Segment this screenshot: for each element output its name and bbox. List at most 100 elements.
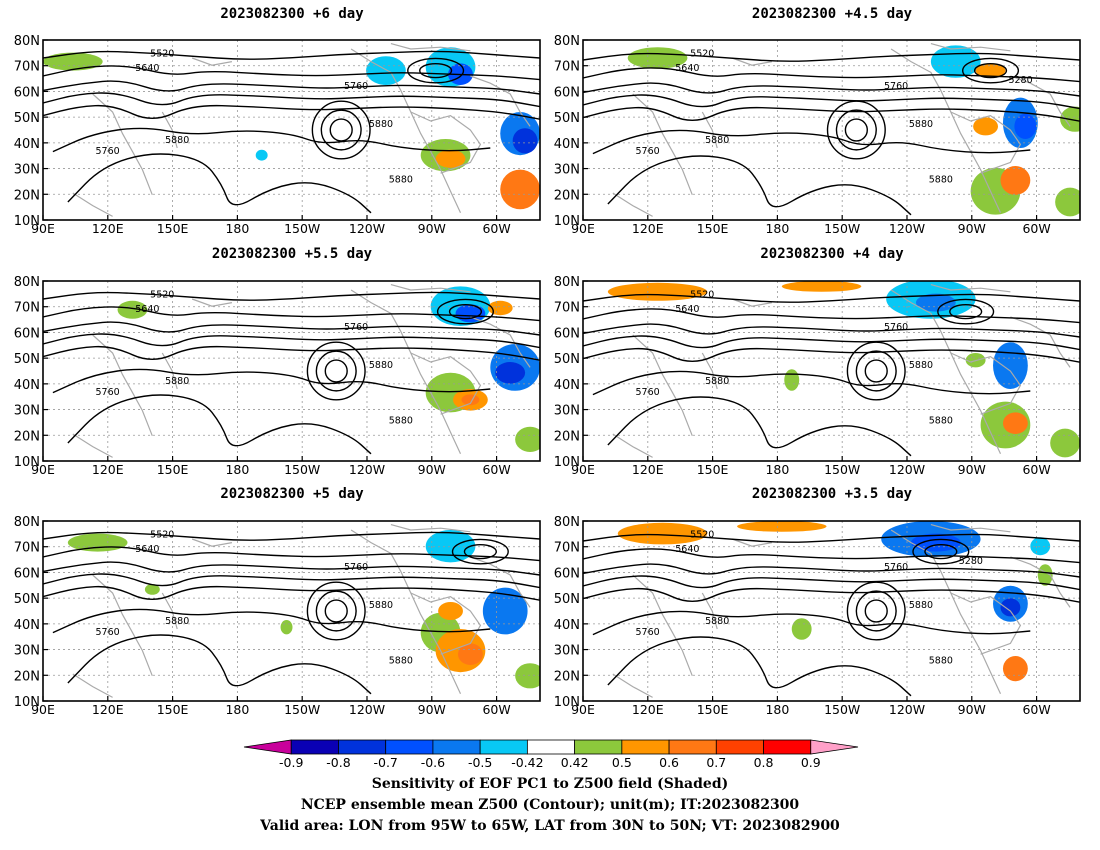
coastline [1010, 556, 1071, 608]
sensitivity-shading [515, 426, 540, 452]
colorbar-tick-label: -0.9 [279, 755, 303, 770]
height-contour [583, 533, 1080, 543]
lon-label: 90E [571, 462, 595, 477]
lat-label: 30N [14, 163, 40, 178]
height-contour [607, 636, 912, 697]
closed-contour [937, 298, 995, 325]
contour-label: 5760 [344, 562, 368, 573]
sensitivity-shading [915, 293, 956, 312]
coastline [350, 48, 462, 214]
lat-label: 10N [14, 455, 40, 470]
contour-label: 5760 [884, 562, 908, 573]
sensitivity-shading [1000, 598, 1021, 617]
sensitivity-shading [67, 533, 128, 552]
lat-label: 80N [554, 515, 580, 530]
lon-label: 120E [632, 221, 664, 236]
colorbar-tick-label: -0.8 [326, 755, 350, 770]
closed-low-contour [826, 100, 886, 160]
colorbar-tick-label: 0.7 [706, 755, 726, 770]
height-contour [43, 561, 540, 576]
lat-label: 40N [554, 378, 580, 393]
coastline [1010, 316, 1071, 368]
lon-label: 150E [157, 462, 189, 477]
colorbar-tick-label: 0.9 [801, 755, 821, 770]
closed-low-contour [306, 581, 366, 641]
lat-label: 50N [554, 111, 580, 126]
height-contour [43, 50, 540, 60]
colorbar-cell [810, 739, 859, 755]
lat-label: 40N [14, 137, 40, 152]
height-contour [592, 129, 1031, 155]
lon-label: 90E [571, 221, 595, 236]
sensitivity-shading [781, 281, 862, 292]
lat-label: 70N [14, 60, 40, 75]
sensitivity-shading [1050, 428, 1080, 458]
coastline [92, 334, 153, 437]
colorbar-tick-label: 0.8 [754, 755, 774, 770]
contour-label: 5880 [705, 135, 729, 146]
lat-label: 70N [554, 60, 580, 75]
height-contour [43, 291, 540, 301]
height-contour [52, 368, 491, 394]
coastline [161, 592, 178, 630]
closed-contour [912, 538, 970, 565]
lon-label: 60W [482, 462, 510, 477]
lon-label: 150E [697, 462, 729, 477]
height-contour [583, 575, 1080, 591]
sensitivity-shading [1000, 166, 1031, 195]
contour-label: 5880 [705, 376, 729, 387]
contour-label: 5880 [369, 119, 393, 130]
sensitivity-shading [366, 56, 406, 85]
height-contour [43, 333, 540, 349]
lat-label: 50N [554, 352, 580, 367]
colorbar-cell [526, 739, 576, 755]
lon-label: 150E [697, 702, 729, 717]
coastline [161, 352, 178, 390]
height-contour [583, 335, 1080, 351]
lat-label: 60N [14, 326, 40, 341]
closed-low-contour [306, 341, 366, 401]
height-contour [592, 610, 1031, 636]
contour-label: 5880 [165, 135, 189, 146]
contour-label: 5880 [369, 600, 393, 611]
lat-label: 60N [554, 326, 580, 341]
colorbar-cell [385, 739, 434, 755]
map-panel-2: 5520 5640 5760 5880 5760 5880 5880 5280 80N 70N 60… [554, 34, 1081, 236]
sensitivity-shading [1030, 537, 1051, 556]
colorbar-cell [432, 739, 481, 755]
lon-label: 120E [632, 462, 664, 477]
coastline [731, 57, 773, 66]
contour-label: 5760 [344, 322, 368, 333]
contour-label: 5520 [690, 290, 714, 301]
lon-label: 60W [482, 702, 510, 717]
height-contour [67, 153, 372, 214]
coastline [390, 43, 471, 52]
closed-contour [973, 62, 1008, 79]
coastline [930, 43, 1011, 52]
coastline [950, 111, 1022, 174]
contour-label: 5760 [636, 387, 660, 398]
caption-line-3: Valid area: LON from 95W to 65W, LAT fro… [260, 818, 840, 834]
height-contour [43, 92, 540, 108]
lon-label: 180 [225, 702, 249, 717]
lon-label: 90E [31, 462, 55, 477]
sensitivity-shading [435, 149, 466, 168]
map-panel-4: 5520 5640 5760 5880 5760 5880 5880 80N 70N 60N 50N… [554, 275, 1081, 477]
lat-label: 10N [554, 455, 580, 470]
sensitivity-shading [280, 620, 293, 635]
sensitivity-shading [1002, 656, 1028, 682]
lon-label: 120W [349, 462, 385, 477]
colorbar-cell [668, 739, 717, 755]
colorbar-cell [479, 739, 528, 755]
contour-label: 5520 [690, 49, 714, 60]
lon-label: 120E [92, 702, 124, 717]
height-contour [43, 65, 540, 81]
closed-low-contour [311, 100, 371, 160]
contour-label: 5880 [909, 600, 933, 611]
coastline [731, 538, 773, 547]
lon-label: 180 [225, 462, 249, 477]
closed-low-contour [320, 109, 362, 151]
coastline [1010, 75, 1071, 127]
lat-label: 60N [554, 566, 580, 581]
coastline [92, 93, 153, 196]
